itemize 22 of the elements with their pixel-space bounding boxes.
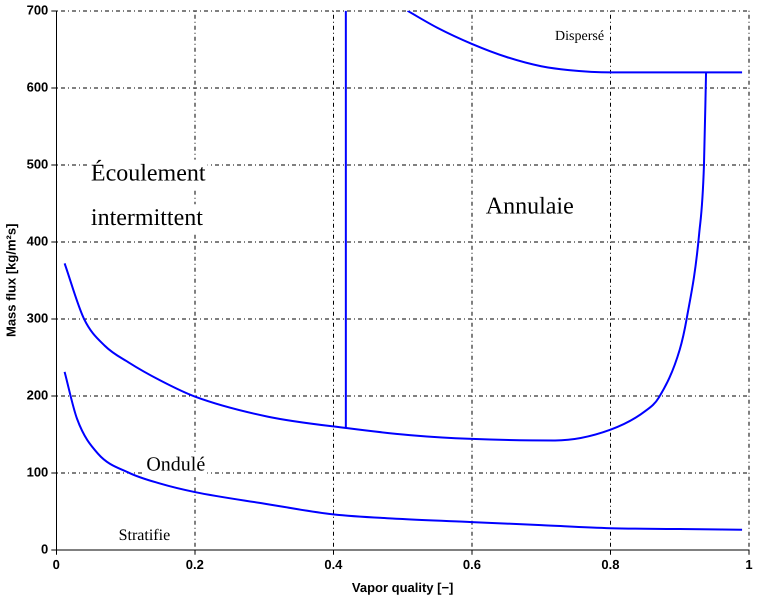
x-tick-label: 0	[52, 557, 60, 572]
annotation: Dispersé	[555, 28, 604, 44]
y-tick-label: 400	[26, 233, 48, 248]
annotation: Écoulement	[90, 159, 206, 186]
annotation: intermittent	[90, 204, 204, 231]
y-tick-label: 700	[26, 2, 48, 18]
y-tick-label: 500	[26, 156, 48, 172]
annotation: Ondulé	[146, 453, 206, 476]
x-tick-label: 0.4	[324, 557, 344, 572]
x-tick-label: 0.8	[601, 557, 620, 572]
y-axis-title: Mass flux [kg/m²s]	[3, 224, 18, 338]
x-tick-label: 0.6	[462, 557, 481, 572]
x-axis-title: Vapor quality [−]	[352, 580, 454, 595]
y-tick-label: 200	[26, 387, 48, 402]
y-tick-label: 300	[26, 310, 48, 326]
x-tick-label: 1	[745, 557, 753, 572]
y-tick-label: 600	[26, 79, 48, 94]
x-tick-label: 0.2	[186, 557, 204, 572]
y-tick-label: 100	[26, 464, 48, 480]
annotation: Stratifie	[118, 527, 170, 544]
annotation: Annulaie	[486, 193, 574, 220]
y-tick-label: 0	[41, 541, 48, 556]
